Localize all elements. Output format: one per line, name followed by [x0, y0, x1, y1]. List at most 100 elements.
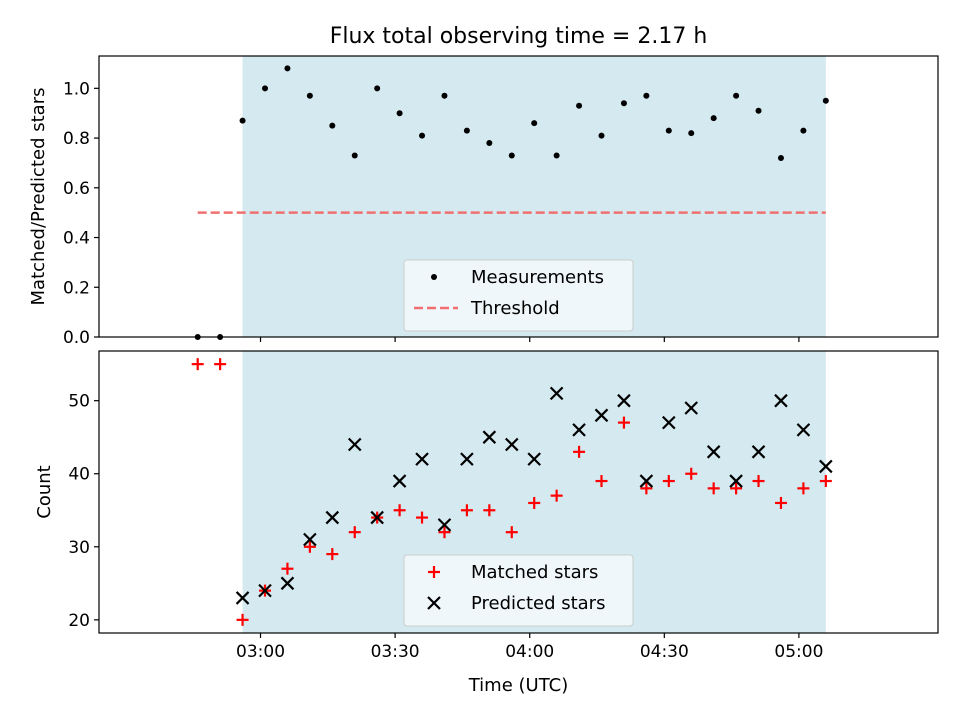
matched-stars-point [303, 540, 316, 553]
matched-stars-point [662, 475, 675, 488]
legend-label-predicted-stars: Predicted stars [471, 593, 605, 614]
predicted-stars-point [460, 452, 474, 466]
predicted-stars-point [796, 423, 811, 437]
matched-stars-point [685, 467, 698, 480]
y-tick-label: 0.6 [63, 179, 90, 199]
x-tick-label: 04:30 [640, 642, 689, 662]
predicted-stars-point [774, 393, 788, 408]
predicted-stars-point [325, 510, 340, 525]
matched-stars-point [752, 475, 765, 488]
legend-label-matched-stars: Matched stars [471, 562, 598, 583]
predicted-stars-point [572, 423, 586, 437]
ratio-panel: 0.0 0.2 0.4 0.6 0.8 1.0 Flux total observing … [28, 24, 939, 348]
y-tick-label: 0.4 [63, 229, 90, 249]
measurements-point [441, 92, 448, 99]
ratio-legend-box [403, 259, 634, 332]
matched-stars-point [236, 613, 249, 626]
predicted-stars-point [594, 408, 609, 423]
matched-stars-point [617, 416, 630, 429]
matched-stars-point [281, 562, 294, 575]
measurements-point [463, 127, 470, 134]
predicted-stars-point [549, 386, 564, 401]
predicted-stars-point [819, 459, 833, 474]
predicted-stars-point [729, 474, 743, 488]
x-tick-label: 04:00 [505, 642, 554, 662]
count-y-axis-label: Count [34, 465, 55, 518]
matched-stars-point [191, 358, 204, 371]
predicted-stars-point [482, 430, 497, 444]
matched-stars-point [460, 504, 473, 517]
y-tick-label: 0.2 [63, 278, 90, 298]
predicted-stars-point [706, 445, 721, 459]
measurements-point [688, 130, 695, 137]
y-tick-label: 30 [68, 538, 90, 558]
ratio-axes-frame [98, 55, 939, 338]
predicted-stars-point [392, 474, 407, 488]
measurements-point [598, 132, 605, 139]
y-tick-label: 50 [68, 392, 90, 412]
matched-stars-point [416, 511, 429, 524]
measurements-point [800, 127, 807, 134]
matched-stars-point [393, 504, 406, 517]
x-tick-label: 05:00 [774, 642, 823, 662]
measurements-point [553, 152, 560, 159]
measurements-point [777, 154, 784, 161]
matched-stars-point [707, 482, 720, 495]
matched-stars-point [797, 482, 810, 495]
predicted-stars-point [235, 591, 250, 605]
matched-stars-point [438, 526, 451, 539]
legend-marker-matched-stars [428, 566, 440, 578]
predicted-stars-point [662, 415, 676, 430]
matched-stars-point [819, 475, 832, 488]
predicted-stars-point [504, 437, 519, 452]
matched-stars-point [326, 548, 339, 561]
count-legend: Matched stars Predicted stars [403, 554, 634, 627]
legend-marker-measurements [431, 274, 437, 280]
ratio-legend: Measurements Threshold [403, 259, 634, 332]
x-axis-label: Time (UTC) [468, 675, 569, 696]
measurements-point [665, 127, 672, 134]
matched-stars-point [348, 526, 361, 539]
count-legend-box [403, 554, 634, 627]
measurements-point [486, 140, 493, 147]
matched-stars-point [573, 445, 586, 458]
measurements-point [351, 152, 358, 159]
predicted-stars-point [280, 576, 295, 591]
measurements-point [306, 92, 313, 99]
measurements-point [396, 110, 403, 117]
predicted-stars-point [751, 445, 766, 459]
legend-label-threshold: Threshold [470, 298, 560, 319]
measurements-point [262, 85, 269, 92]
measurements-point [284, 65, 291, 72]
legend-label-measurements: Measurements [471, 267, 604, 288]
measurements-point [419, 132, 426, 139]
predicted-stars-point [639, 474, 654, 488]
predicted-stars-point [303, 532, 317, 547]
chart-title: Flux total observing time = 2.17 h [330, 24, 708, 49]
predicted-stars-point [415, 452, 429, 466]
matched-stars-point [483, 504, 496, 517]
predicted-stars-point [347, 437, 362, 452]
ratio-y-axis-label: Matched/Predicted stars [28, 88, 49, 306]
x-tick-label: 03:30 [371, 642, 420, 662]
matched-stars-point [640, 482, 653, 495]
count-panel: 20 30 40 50 03:00 03:30 04:00 04:30 05:00 Time (… [34, 350, 939, 696]
legend-marker-predicted-stars [427, 596, 441, 610]
measurements-point [710, 115, 717, 122]
matched-stars-point [214, 358, 227, 371]
matched-stars-point [505, 526, 518, 539]
y-tick-label: 1.0 [63, 79, 90, 99]
measurements-point [643, 92, 650, 99]
predicted-stars-point [684, 401, 699, 415]
predicted-stars-point [437, 518, 452, 532]
measurements-point [239, 117, 246, 124]
predicted-stars-point [617, 393, 631, 408]
matched-stars-point [550, 489, 563, 502]
matched-stars-point [595, 475, 608, 488]
measurements-point [822, 97, 829, 104]
matched-stars-point [528, 496, 541, 509]
y-tick-label: 40 [68, 465, 90, 485]
measurements-point [374, 85, 381, 92]
measurements-point [576, 102, 583, 109]
